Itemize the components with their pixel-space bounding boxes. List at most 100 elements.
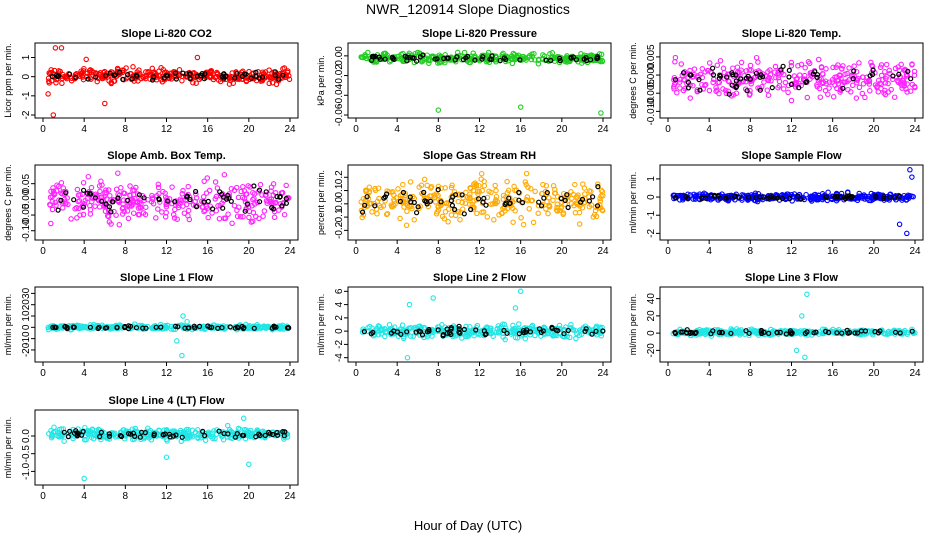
data-point [142, 75, 149, 82]
reference-point [136, 192, 143, 198]
data-point [691, 66, 698, 72]
reference-point [262, 432, 268, 438]
reference-point [274, 429, 280, 436]
data-point [425, 57, 432, 63]
reference-point [839, 330, 845, 336]
data-point [516, 321, 522, 327]
series-points [45, 45, 293, 118]
data-point [832, 82, 838, 88]
data-point [82, 197, 88, 204]
reference-point [680, 70, 687, 76]
y-tick-label: -2 [21, 110, 32, 119]
data-point [176, 67, 183, 73]
data-point [436, 324, 442, 330]
data-point [496, 212, 502, 218]
reference-point [232, 75, 238, 81]
data-point [528, 56, 535, 63]
data-point [802, 65, 808, 71]
y-tick-label: -2 [646, 228, 657, 237]
data-point [103, 189, 110, 196]
data-point [445, 219, 451, 225]
reference-point [371, 54, 377, 60]
reference-point [730, 71, 736, 78]
data-point [121, 190, 128, 197]
data-point [262, 434, 268, 441]
data-point [403, 222, 410, 229]
data-point [816, 85, 823, 92]
data-point [825, 189, 831, 196]
y-tick-label: -2 [334, 340, 345, 349]
data-point [46, 80, 52, 86]
data-point [250, 196, 256, 203]
x-tick-label: 16 [515, 368, 527, 379]
reference-point [106, 204, 113, 210]
data-point [74, 215, 80, 221]
x-tick-label: 4 [706, 124, 712, 135]
data-point [457, 216, 463, 223]
data-point [591, 211, 598, 218]
reference-point [388, 330, 394, 336]
data-point [449, 182, 455, 189]
reference-point [719, 329, 725, 336]
data-point [382, 329, 389, 335]
reference-point [908, 76, 914, 82]
data-point [522, 179, 529, 185]
reference-point [50, 324, 56, 330]
reference-point [672, 195, 678, 201]
reference-point [73, 74, 79, 81]
reference-point [516, 189, 522, 196]
x-tick-label: 12 [474, 246, 486, 257]
data-point [599, 58, 606, 65]
data-point [404, 202, 411, 209]
data-point [260, 428, 266, 435]
x-tick-label: 12 [161, 124, 173, 135]
reference-point [774, 329, 780, 336]
x-tick-label: 0 [40, 124, 46, 135]
x-tick-label: 8 [123, 491, 129, 502]
data-point [127, 70, 133, 77]
data-point [579, 205, 586, 211]
reference-point [589, 194, 596, 200]
data-point [738, 195, 745, 201]
data-point [478, 176, 484, 182]
data-point [717, 57, 724, 64]
data-point [713, 84, 719, 91]
data-point [59, 80, 65, 87]
data-point [510, 219, 516, 225]
data-point [192, 198, 198, 205]
outlier-point [180, 313, 186, 319]
data-point [59, 205, 66, 211]
data-point [761, 79, 767, 85]
y-tick-label: -0.06 [334, 103, 345, 126]
data-point [460, 194, 466, 201]
data-point [535, 61, 542, 67]
data-point [48, 434, 55, 441]
data-point [556, 322, 563, 329]
data-point [410, 333, 416, 340]
panel-title: Slope Line 1 Flow [120, 272, 213, 284]
data-point [439, 213, 446, 220]
data-point [488, 325, 494, 331]
data-point [55, 183, 62, 190]
reference-point [757, 87, 763, 93]
reference-point [435, 187, 441, 193]
data-point [819, 71, 826, 77]
reference-point [589, 331, 595, 337]
plot-frame [34, 409, 299, 486]
reference-point [423, 199, 429, 205]
data-point [48, 220, 54, 227]
data-point [111, 208, 117, 215]
reference-point [733, 78, 739, 84]
reference-point [55, 207, 61, 213]
x-tick-label: 0 [665, 124, 671, 135]
reference-point [225, 192, 231, 198]
data-point [52, 199, 58, 206]
outlier-point [517, 288, 524, 295]
reference-point [825, 329, 832, 335]
data-point [147, 427, 154, 434]
data-point [720, 86, 726, 92]
reference-point [502, 201, 508, 207]
series-points [671, 54, 918, 104]
reference-point [544, 190, 550, 196]
